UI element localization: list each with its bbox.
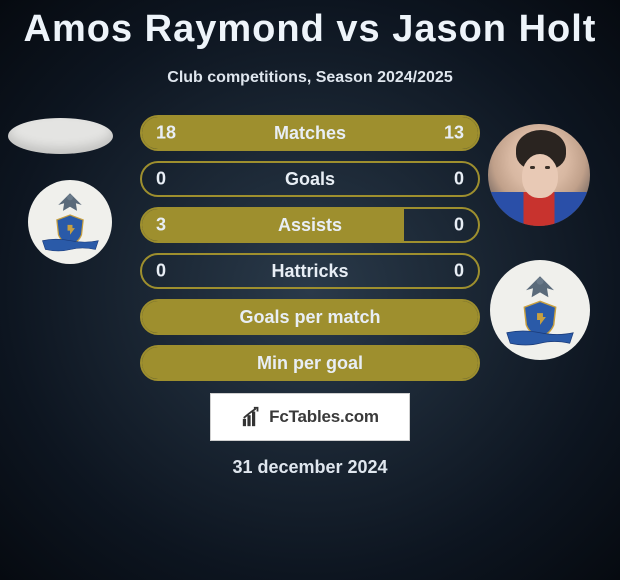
stat-row: 18 Matches 13 bbox=[140, 115, 480, 151]
ribbon-icon bbox=[505, 326, 575, 350]
player-left-avatar bbox=[8, 118, 113, 154]
stat-label: Matches bbox=[274, 123, 346, 144]
player-right-crest bbox=[490, 260, 590, 360]
stat-bar-left bbox=[142, 209, 404, 241]
stat-value-right: 0 bbox=[454, 215, 464, 236]
page-title: Amos Raymond vs Jason Holt bbox=[0, 0, 620, 51]
fctables-logo-icon bbox=[241, 406, 263, 428]
stat-label: Assists bbox=[278, 215, 342, 236]
subtitle: Club competitions, Season 2024/2025 bbox=[0, 69, 620, 87]
stat-value-right: 0 bbox=[454, 169, 464, 190]
stat-row: Min per goal bbox=[140, 345, 480, 381]
face-placeholder bbox=[528, 166, 552, 184]
footer-brand-bar[interactable]: FcTables.com bbox=[210, 393, 410, 441]
footer-brand-label: FcTables.com bbox=[269, 407, 379, 427]
stat-row: 0 Goals 0 bbox=[140, 161, 480, 197]
stat-value-left: 0 bbox=[156, 169, 166, 190]
date-line: 31 december 2024 bbox=[0, 457, 620, 478]
stat-label: Goals bbox=[285, 169, 335, 190]
stat-row: 0 Hattricks 0 bbox=[140, 253, 480, 289]
stat-label: Min per goal bbox=[257, 353, 363, 374]
stat-label: Hattricks bbox=[271, 261, 348, 282]
stat-value-left: 0 bbox=[156, 261, 166, 282]
stat-value-left: 18 bbox=[156, 123, 176, 144]
jersey-right bbox=[488, 192, 590, 226]
stat-value-right: 13 bbox=[444, 123, 464, 144]
stat-value-right: 0 bbox=[454, 261, 464, 282]
player-right-avatar bbox=[488, 124, 590, 226]
stat-row: 3 Assists 0 bbox=[140, 207, 480, 243]
player-left-crest bbox=[28, 180, 112, 264]
ribbon-icon bbox=[41, 235, 100, 255]
stat-row: Goals per match bbox=[140, 299, 480, 335]
stat-label: Goals per match bbox=[239, 307, 380, 328]
stat-value-left: 3 bbox=[156, 215, 166, 236]
